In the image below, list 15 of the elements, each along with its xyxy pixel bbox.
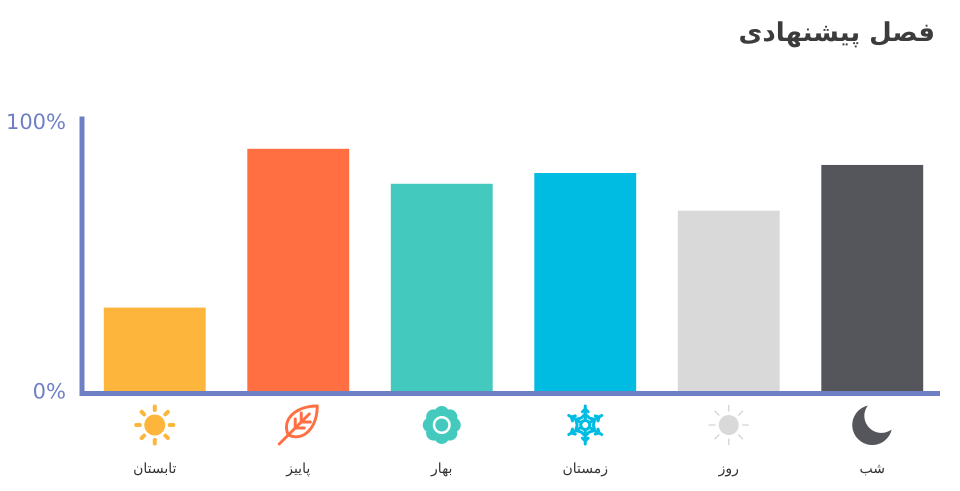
x-tick-label: پاییز <box>285 460 310 477</box>
x-tick-label: شب <box>860 460 885 477</box>
bar <box>821 164 924 391</box>
x-tick-label: بهار <box>430 460 452 477</box>
bar <box>534 173 636 391</box>
chart-title: فصل پیشنهادی <box>738 18 935 48</box>
y-tick-label: 100% <box>6 110 66 134</box>
y-tick-label: 0% <box>32 379 66 404</box>
bar <box>247 148 350 391</box>
bar <box>104 308 206 391</box>
x-tick-label: تابستان <box>133 460 177 477</box>
x-tick-label: زمستان <box>562 460 608 477</box>
bar <box>678 210 780 391</box>
x-tick-label: روز <box>718 460 739 477</box>
bar <box>390 184 493 391</box>
